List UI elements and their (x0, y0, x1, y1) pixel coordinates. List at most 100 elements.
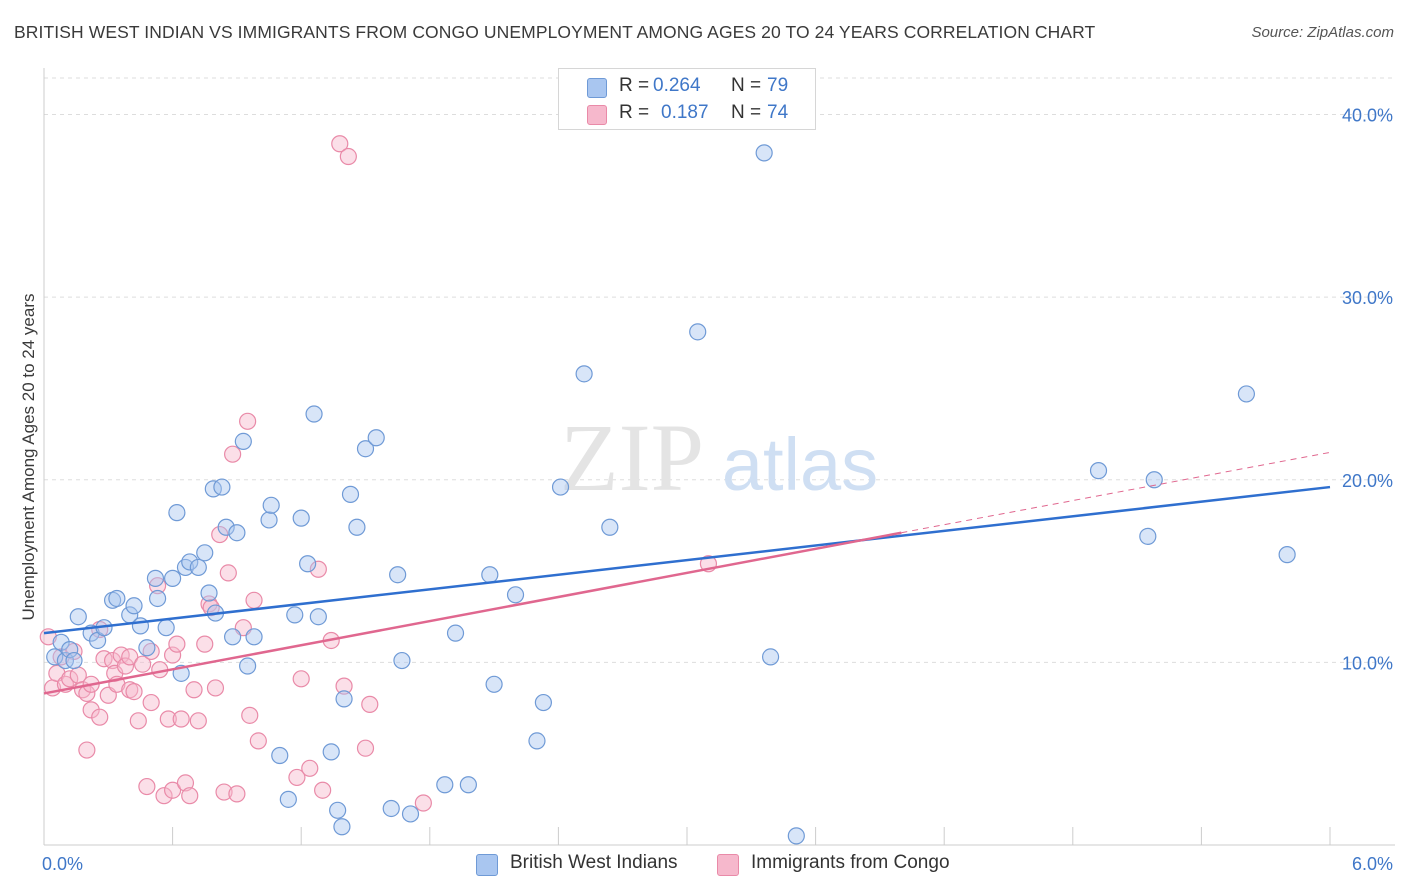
data-point-british-west-indians (200, 584, 218, 602)
data-point-immigrants-from-congo (361, 695, 379, 713)
data-point-british-west-indians (299, 555, 317, 573)
data-point-british-west-indians (196, 544, 214, 562)
data-point-british-west-indians (329, 801, 347, 819)
legend-swatch-blue (587, 78, 607, 98)
data-point-immigrants-from-congo (301, 759, 319, 777)
data-point-british-west-indians (61, 640, 79, 659)
data-point-immigrants-from-congo (224, 445, 242, 463)
data-point-british-west-indians (168, 504, 186, 522)
legend-n-value: 79 (767, 75, 789, 96)
data-point-british-west-indians (148, 589, 167, 608)
data-point-immigrants-from-congo (125, 682, 143, 701)
data-point-british-west-indians (575, 365, 593, 383)
data-point-immigrants-from-congo (82, 701, 100, 719)
data-point-immigrants-from-congo (159, 710, 177, 728)
trend-line-british-west-indians (43, 485, 1331, 635)
data-point-immigrants-from-congo (215, 783, 233, 801)
legend-r-value: 0.264 (653, 75, 701, 96)
y-tick-label: 20.0% (1342, 471, 1393, 491)
legend-r-label: R = (619, 102, 650, 123)
data-point-british-west-indians (52, 633, 70, 651)
data-point-british-west-indians (401, 805, 420, 823)
data-point-british-west-indians (217, 518, 235, 536)
data-point-british-west-indians (1237, 385, 1256, 403)
data-point-british-west-indians (309, 608, 327, 626)
trend-extension-immigrants-from-congo (901, 451, 1331, 534)
data-point-immigrants-from-congo (196, 635, 214, 653)
data-point-immigrants-from-congo (245, 591, 263, 609)
data-point-immigrants-from-congo (309, 560, 327, 578)
data-point-immigrants-from-congo (189, 712, 207, 730)
tick-labels: 10.0% 20.0% 30.0% 40.0% 0.0% 6.0% (42, 106, 1393, 874)
data-point-british-west-indians (348, 518, 366, 536)
legend-n-label: N = (731, 75, 762, 96)
watermark: ZIP atlas (560, 404, 878, 511)
data-point-immigrants-from-congo (176, 774, 195, 792)
data-point-british-west-indians (260, 511, 278, 529)
data-point-immigrants-from-congo (335, 677, 353, 695)
data-point-british-west-indians (138, 639, 156, 657)
series-legend: British West Indians Immigrants from Con… (0, 852, 1406, 880)
axes (43, 68, 1395, 846)
data-point-immigrants-from-congo (228, 785, 246, 803)
data-point-british-west-indians (506, 586, 525, 604)
data-point-british-west-indians (164, 569, 182, 587)
data-point-british-west-indians (601, 518, 619, 536)
data-point-immigrants-from-congo (288, 768, 306, 787)
data-point-immigrants-from-congo (155, 787, 173, 805)
data-point-british-west-indians (157, 619, 175, 637)
data-point-british-west-indians (271, 746, 289, 765)
data-point-british-west-indians (485, 675, 503, 693)
legend-n-value: 74 (767, 102, 789, 123)
data-point-british-west-indians (528, 732, 546, 750)
data-point-british-west-indians (1278, 546, 1296, 564)
data-point-british-west-indians (213, 478, 231, 496)
data-point-british-west-indians (65, 651, 83, 670)
legend-label: British West Indians (510, 852, 678, 873)
y-tick-label: 40.0% (1342, 106, 1393, 126)
data-point-immigrants-from-congo (239, 412, 257, 430)
data-point-immigrants-from-congo (414, 794, 432, 812)
trend-lines (43, 451, 1331, 695)
data-point-immigrants-from-congo (219, 564, 237, 582)
data-point-british-west-indians (69, 608, 87, 626)
data-point-immigrants-from-congo (241, 706, 259, 724)
data-point-british-west-indians (341, 485, 360, 503)
data-point-immigrants-from-congo (168, 635, 186, 653)
data-point-british-west-indians (224, 628, 242, 646)
data-point-british-west-indians (333, 818, 351, 836)
data-point-immigrants-from-congo (356, 739, 375, 757)
data-point-immigrants-from-congo (164, 646, 182, 664)
legend-label: Immigrants from Congo (751, 852, 950, 873)
data-point-british-west-indians (1145, 471, 1163, 489)
data-point-immigrants-from-congo (249, 732, 267, 750)
data-point-british-west-indians (389, 566, 407, 584)
x-tick-label: 0.0% (42, 854, 83, 874)
watermark-zip: ZIP (560, 404, 704, 511)
data-point-british-west-indians (367, 429, 385, 447)
data-point-immigrants-from-congo (129, 712, 147, 730)
data-point-british-west-indians (446, 624, 465, 642)
data-point-immigrants-from-congo (133, 655, 152, 673)
data-point-british-west-indians (436, 776, 454, 794)
y-tick-label: 30.0% (1342, 288, 1393, 308)
data-point-british-west-indians (1089, 462, 1108, 480)
data-point-immigrants-from-congo (116, 657, 135, 675)
data-point-british-west-indians (755, 144, 773, 162)
data-point-british-west-indians (125, 597, 143, 615)
data-point-immigrants-from-congo (314, 781, 332, 799)
data-point-british-west-indians (279, 790, 297, 808)
x-tick-label: 6.0% (1352, 854, 1393, 874)
data-point-immigrants-from-congo (121, 648, 139, 666)
data-point-british-west-indians (228, 524, 246, 542)
chart-title: BRITISH WEST INDIAN VS IMMIGRANTS FROM C… (14, 22, 1096, 42)
data-point-british-west-indians (245, 628, 263, 646)
data-point-immigrants-from-congo (142, 693, 160, 712)
data-point-british-west-indians (551, 478, 570, 496)
data-point-british-west-indians (322, 743, 340, 761)
data-point-british-west-indians (356, 440, 375, 458)
y-axis-label: Unemployment Among Ages 20 to 24 years (19, 294, 38, 621)
data-point-immigrants-from-congo (61, 670, 79, 688)
data-point-immigrants-from-congo (91, 708, 109, 726)
trend-line-immigrants-from-congo (43, 531, 902, 695)
